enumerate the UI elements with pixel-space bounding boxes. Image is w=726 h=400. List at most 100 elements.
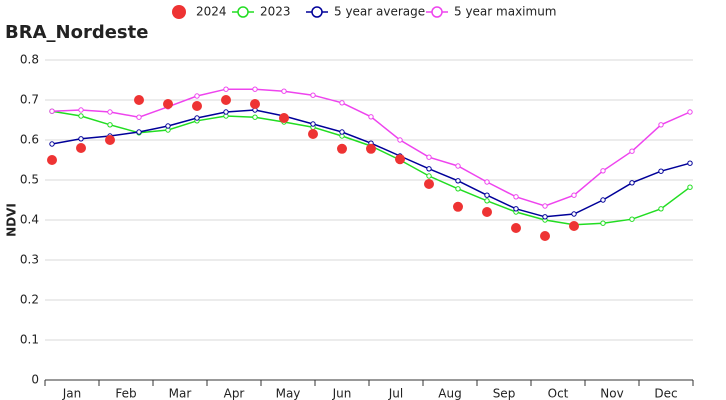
point — [368, 114, 374, 120]
y-tick-label: 0.2 — [20, 293, 39, 307]
chart-title: BRA_Nordeste — [5, 22, 148, 43]
point — [136, 129, 142, 135]
point — [163, 99, 173, 109]
point — [571, 192, 577, 198]
y-tick-label: 0.8 — [20, 53, 39, 67]
point — [310, 92, 316, 98]
point — [78, 107, 84, 113]
point — [136, 114, 142, 120]
x-tick-label: Oct — [548, 387, 569, 400]
point — [600, 197, 606, 203]
point — [629, 180, 635, 186]
point — [78, 136, 84, 142]
point — [134, 95, 144, 105]
y-tick-label: 0.4 — [20, 213, 39, 227]
x-tick-label: Jan — [62, 387, 82, 400]
point — [105, 135, 115, 145]
point — [426, 166, 432, 172]
series-line — [51, 110, 691, 226]
point — [339, 129, 345, 135]
x-tick-label: Mar — [169, 387, 192, 400]
point — [76, 143, 86, 153]
legend-swatch — [311, 6, 323, 18]
point — [629, 148, 635, 154]
x-tick-label: Sep — [493, 387, 516, 400]
x-tick-label: Feb — [115, 387, 136, 400]
legend-swatch — [237, 6, 249, 18]
point — [513, 206, 519, 212]
point — [107, 122, 113, 128]
point — [223, 86, 229, 92]
series-line — [51, 109, 691, 218]
point — [658, 122, 664, 128]
legend-label: 5 year maximum — [454, 5, 557, 19]
point — [629, 216, 635, 222]
point — [107, 109, 113, 115]
point — [482, 207, 492, 217]
point — [484, 192, 490, 198]
point — [395, 154, 405, 165]
point — [571, 211, 577, 217]
point — [511, 223, 521, 233]
point — [308, 129, 318, 139]
point — [455, 178, 461, 184]
y-axis-label: NDVI — [5, 203, 19, 237]
x-tick-label: Dec — [654, 387, 677, 400]
point — [339, 100, 345, 106]
point — [455, 163, 461, 169]
point — [542, 203, 548, 209]
point — [658, 168, 664, 174]
legend-swatch — [172, 5, 186, 19]
point — [194, 93, 200, 99]
point — [281, 88, 287, 94]
point — [49, 108, 55, 114]
point — [252, 86, 258, 92]
legend-label: 5 year average — [334, 5, 425, 19]
point — [455, 186, 461, 192]
point — [658, 206, 664, 212]
y-tick-label: 0.6 — [20, 133, 39, 147]
point — [600, 220, 606, 226]
point — [194, 115, 200, 121]
point — [223, 109, 229, 115]
point — [426, 154, 432, 160]
point — [192, 101, 202, 111]
x-tick-label: Apr — [224, 387, 245, 400]
y-tick-label: 0.1 — [20, 333, 39, 347]
point — [310, 121, 316, 127]
y-tick-label: 0.5 — [20, 173, 39, 187]
x-tick-label: Jun — [332, 387, 352, 400]
x-tick-label: Nov — [600, 387, 623, 400]
legend-label: 2024 — [196, 5, 227, 19]
point — [279, 113, 289, 123]
point — [569, 221, 579, 231]
point — [424, 179, 434, 189]
point — [687, 184, 693, 190]
point — [484, 198, 490, 204]
point — [600, 168, 606, 174]
legend-label: 2023 — [260, 5, 291, 19]
legend-swatch — [431, 6, 443, 18]
y-tick-label: 0.3 — [20, 253, 39, 267]
point — [337, 143, 347, 154]
x-tick-label: Aug — [438, 387, 461, 400]
y-tick-label: 0 — [31, 373, 39, 387]
point — [78, 113, 84, 119]
point — [540, 231, 550, 241]
point — [47, 155, 57, 165]
point — [687, 109, 693, 115]
x-tick-label: May — [276, 387, 301, 400]
point — [250, 99, 260, 109]
point — [366, 143, 376, 154]
point — [542, 214, 548, 220]
point — [687, 160, 693, 166]
y-tick-label: 0.7 — [20, 93, 39, 107]
point — [453, 201, 463, 212]
point — [252, 114, 258, 120]
point — [221, 95, 231, 105]
point — [513, 194, 519, 200]
x-tick-label: Jul — [388, 387, 403, 400]
point — [397, 137, 403, 143]
point — [484, 179, 490, 185]
